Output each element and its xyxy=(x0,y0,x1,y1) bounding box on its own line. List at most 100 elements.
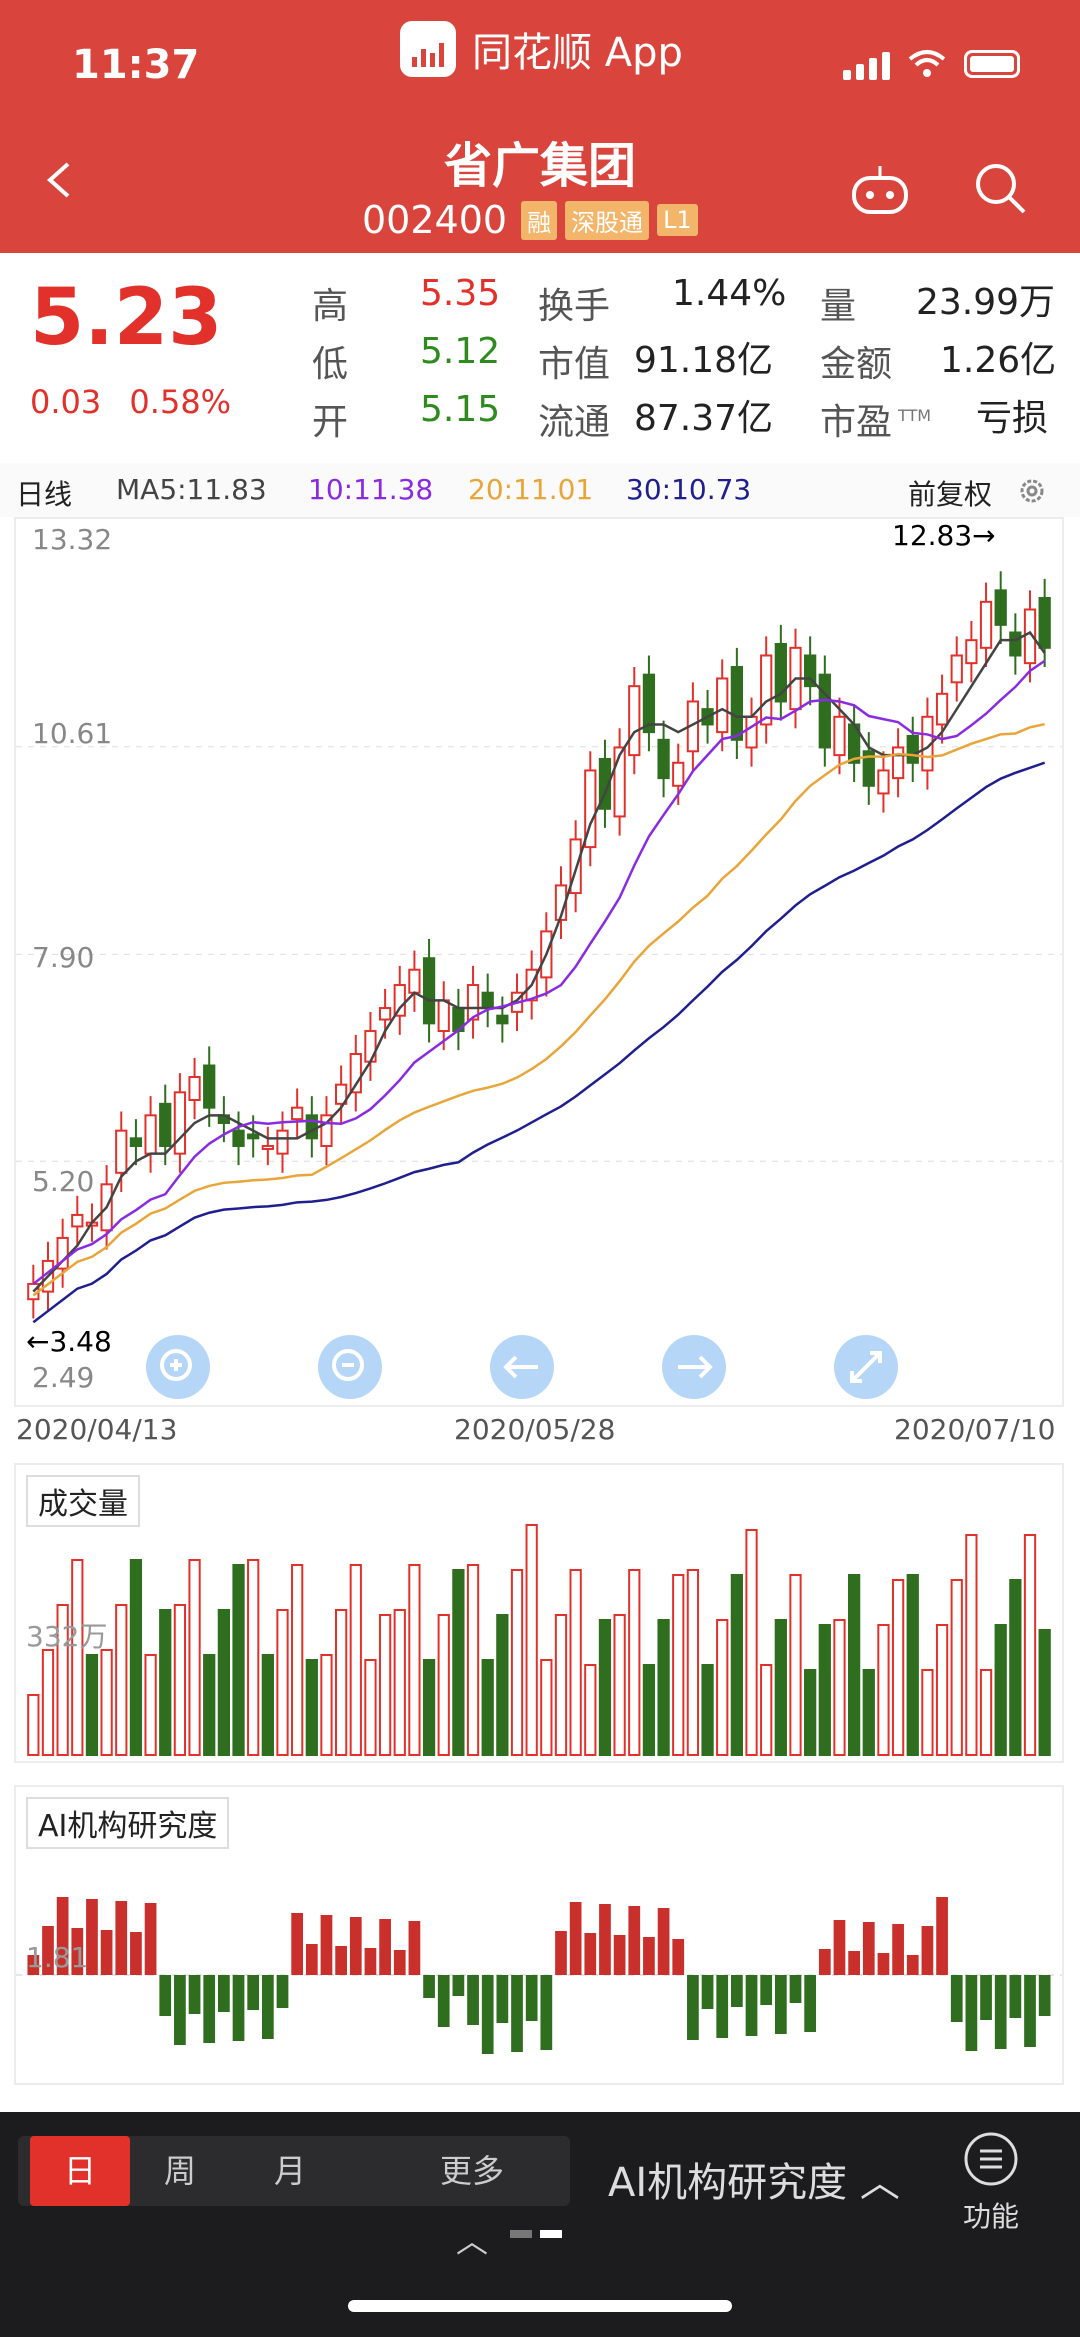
ai-research-bar xyxy=(936,1897,948,1975)
ai-research-bar xyxy=(144,1903,157,1975)
volume-bar xyxy=(276,1609,289,1756)
volume-bar xyxy=(203,1654,216,1756)
ai-research-bar xyxy=(643,1937,655,1975)
ai-research-bar xyxy=(687,1975,699,2040)
volume-panel[interactable]: 成交量 332万 xyxy=(14,1463,1064,1763)
candle-body xyxy=(979,600,993,649)
ai-research-bar xyxy=(833,1920,846,1975)
period-day-button[interactable]: 日 xyxy=(30,2136,130,2206)
candle-body xyxy=(760,654,773,726)
candle-body xyxy=(320,1114,333,1147)
volume-title: 成交量 xyxy=(26,1475,140,1527)
candle-body xyxy=(56,1236,69,1270)
period-more-button[interactable]: 更多 ︿ xyxy=(439,2152,504,2260)
volume-bar xyxy=(628,1569,641,1756)
candle-body xyxy=(129,1137,143,1147)
volume-bar xyxy=(584,1664,597,1756)
stat-low: 低 xyxy=(312,344,349,385)
ai-research-panel[interactable]: AI机构研究度 1.81 xyxy=(14,1785,1064,2085)
volume-bar xyxy=(291,1564,304,1756)
fullscreen-icon[interactable] xyxy=(834,1335,898,1399)
volume-bar xyxy=(100,1649,113,1756)
volume-bar xyxy=(56,1604,69,1756)
function-button[interactable]: 功能 xyxy=(962,2130,1020,2235)
app-logo-icon xyxy=(400,21,456,77)
volume-bar xyxy=(247,1559,260,1756)
arrow-left-icon[interactable] xyxy=(490,1335,554,1399)
candle-body xyxy=(408,968,421,994)
volume-bar xyxy=(85,1654,99,1756)
settings-gear-icon[interactable] xyxy=(1016,475,1048,507)
volume-bar xyxy=(1009,1579,1022,1756)
ai-research-bar xyxy=(100,1930,113,1975)
volume-bar xyxy=(613,1614,626,1756)
candle-body xyxy=(349,1053,362,1094)
stat-pe-ttm: TTM xyxy=(898,406,932,425)
stat-turnover-value: 1.44% xyxy=(672,273,787,314)
ai-research-bar xyxy=(672,1939,685,1975)
ai-research-bar xyxy=(569,1902,582,1975)
candle-body xyxy=(598,757,612,810)
volume-bar xyxy=(466,1564,480,1756)
zoom-out-icon[interactable] xyxy=(318,1335,382,1399)
volume-bar xyxy=(481,1659,494,1756)
candle-body xyxy=(305,1114,318,1140)
ai-research-bar xyxy=(1038,1975,1051,2016)
volume-bar xyxy=(71,1559,84,1756)
candle-body xyxy=(203,1064,216,1109)
arrow-right-icon[interactable] xyxy=(662,1335,726,1399)
ai-research-bar xyxy=(115,1901,128,1975)
ai-research-bar xyxy=(613,1935,626,1975)
search-icon[interactable] xyxy=(972,160,1028,216)
candle-body xyxy=(437,999,450,1033)
stock-code-row: 002400 融 深股通 L1 xyxy=(362,198,698,242)
volume-bar xyxy=(847,1574,861,1756)
quote-panel: 5.23 0.03 0.58% 高 5.35 低 5.12 开 5.15 换手 … xyxy=(0,253,1080,453)
candle-body xyxy=(115,1129,128,1174)
ai-research-bar xyxy=(818,1949,831,1975)
candle-body xyxy=(935,692,949,726)
ai-research-bar xyxy=(892,1924,904,1975)
candle-body xyxy=(276,1129,289,1155)
volume-bar xyxy=(115,1604,128,1756)
change-percent: 0.58% xyxy=(129,383,232,421)
robot-assistant-icon[interactable] xyxy=(848,162,912,218)
volume-bar xyxy=(525,1524,538,1756)
candle-body xyxy=(291,1106,304,1121)
indicator-selector[interactable]: AI机构研究度 ︿ xyxy=(608,2160,900,2206)
ai-research-bar xyxy=(555,1931,567,1975)
adjust-label[interactable]: 前复权 xyxy=(908,478,993,511)
stat-open-value: 5.15 xyxy=(420,389,501,430)
ai-research-bar xyxy=(174,1975,186,2045)
period-month-button[interactable]: 月 xyxy=(273,2152,306,2190)
wifi-icon xyxy=(908,50,946,77)
ai-research-bar xyxy=(701,1975,714,2009)
change-amount: 0.03 xyxy=(30,383,102,421)
y-tick-2: 7.90 xyxy=(32,941,95,974)
battery-icon xyxy=(964,50,1020,78)
ai-research-bar xyxy=(599,1904,611,1975)
ai-research-bar xyxy=(437,1975,450,2027)
candle-body xyxy=(496,1014,509,1025)
ma5-line xyxy=(32,630,1046,1293)
stat-high: 高 xyxy=(312,286,349,327)
home-indicator xyxy=(348,2300,732,2312)
period-label[interactable]: 日线 xyxy=(16,478,73,511)
chevron-up-icon: ︿ xyxy=(859,2160,900,2206)
ai-axis-label: 1.81 xyxy=(26,1941,89,1974)
volume-bar xyxy=(393,1609,406,1756)
volume-bar xyxy=(877,1624,890,1756)
ai-research-bar xyxy=(716,1975,729,2038)
status-app-indicator[interactable]: 同花顺 App xyxy=(400,20,683,78)
back-arrow-icon[interactable] xyxy=(40,160,80,200)
min-price-label: ←3.48 xyxy=(26,1325,112,1358)
ai-research-bar xyxy=(203,1975,216,2043)
candlestick-chart[interactable]: 13.32 10.61 7.90 5.20 2.49 12.83→ ←3.48 xyxy=(14,517,1064,1407)
stat-volume: 量 xyxy=(820,286,857,327)
ai-research-bar xyxy=(364,1948,377,1975)
volume-bar xyxy=(730,1574,744,1756)
stat-low-value: 5.12 xyxy=(420,331,501,372)
period-week-button[interactable]: 周 xyxy=(163,2152,196,2190)
stat-turnover: 换手 xyxy=(538,286,611,327)
zoom-in-icon[interactable] xyxy=(146,1335,210,1399)
